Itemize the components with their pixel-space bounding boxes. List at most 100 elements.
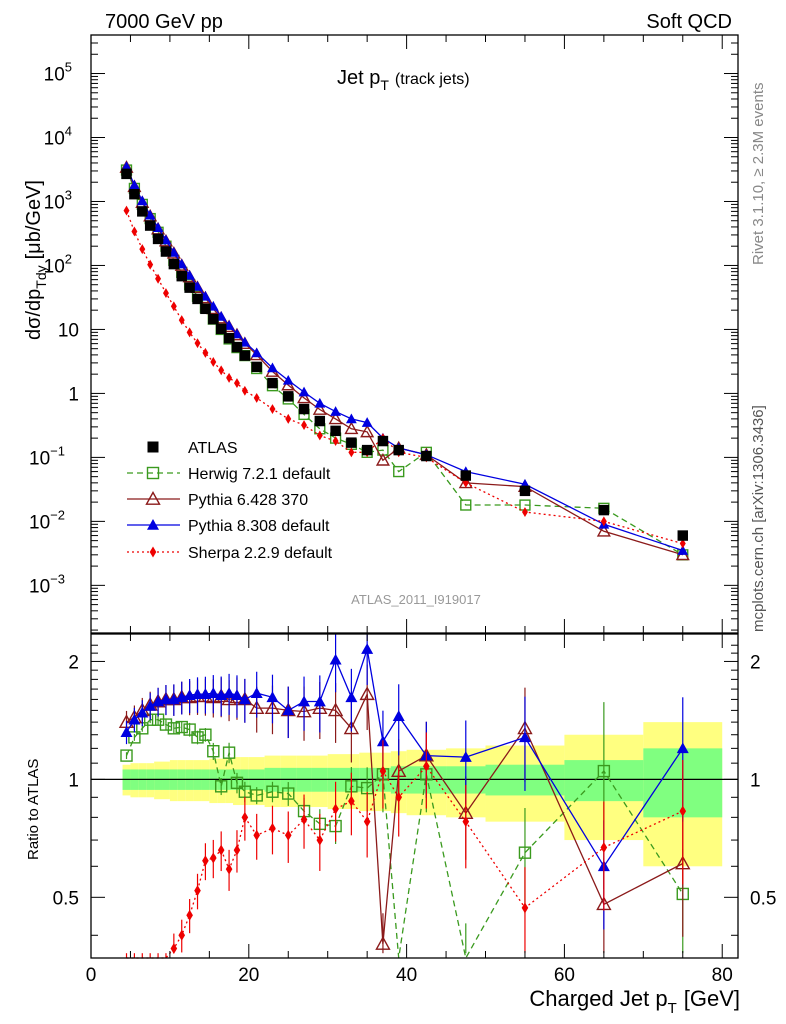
data-series (118, 160, 691, 960)
ratio-point (361, 643, 374, 654)
ylabel-main: dσ/dp (23, 289, 45, 340)
data-point (312, 402, 327, 415)
legend-marker (149, 546, 157, 558)
data-point (162, 288, 169, 299)
data-point (460, 470, 472, 481)
ratio-point (191, 731, 204, 744)
data-point (298, 386, 310, 397)
ratio-point (363, 816, 371, 828)
data-point (298, 403, 310, 415)
ratio-point (253, 829, 260, 841)
data-point (186, 327, 193, 338)
data-point (296, 390, 312, 404)
ratio-point (222, 746, 236, 759)
upper-y-axis-title: dσ/dpTdy [μb/GeV] (23, 180, 49, 340)
ratio-point (214, 780, 228, 793)
data-point (192, 293, 203, 305)
legend-label: Herwig 7.2.1 default (188, 466, 331, 483)
data-point (600, 516, 607, 527)
data-point (121, 161, 132, 171)
data-point (316, 430, 323, 441)
ratio-y-tick-label-left: 0.5 (53, 888, 79, 909)
process-label: Soft QCD (646, 11, 732, 33)
ratio-point (207, 687, 220, 698)
data-point (160, 246, 172, 257)
ratio-point (316, 834, 324, 846)
data-point (598, 504, 610, 516)
upper-y-tick-label: 10−1 (29, 443, 65, 469)
ratio-point (230, 776, 244, 790)
data-point (330, 406, 341, 416)
ratio-point (120, 726, 133, 737)
data-point (314, 397, 326, 408)
legend-label: Pythia 6.428 370 (188, 492, 308, 509)
data-point (147, 259, 154, 270)
data-point (462, 477, 469, 488)
legend-label: Sherpa 2.2.9 default (188, 545, 333, 562)
legend-item-pythia-8-308-default: Pythia 8.308 default (127, 518, 330, 535)
ratio-point (225, 863, 233, 875)
xlabel-sub: T (668, 1000, 677, 1017)
ratio-point (191, 688, 204, 699)
legend-item-sherpa-2-2-9-default: Sherpa 2.2.9 default (127, 545, 333, 562)
data-point (679, 538, 686, 549)
ratio-point (679, 805, 687, 817)
ratio-point (298, 695, 311, 707)
data-point (328, 411, 343, 425)
ratio-point (241, 811, 249, 823)
plot-title-note: (track jets) (395, 71, 470, 88)
data-point (202, 347, 209, 358)
x-tick-label: 20 (238, 965, 259, 986)
data-point (200, 303, 211, 315)
uncertainty-bands (91, 722, 738, 867)
ratio-point (459, 751, 472, 762)
ratio-point (159, 693, 172, 705)
ratio-point (202, 855, 209, 867)
upper-y-tick-label: 10−2 (29, 507, 65, 533)
data-point (121, 168, 132, 180)
legend: ATLAS Herwig 7.2.1 default Pythia 6.428 37… (127, 440, 333, 562)
x-tick-label: 40 (396, 965, 417, 986)
data-point (677, 545, 689, 555)
ratio-point (266, 691, 279, 703)
legend-marker (146, 466, 160, 480)
data-point (253, 392, 260, 403)
ylabel-main-sub: Tdy (33, 265, 49, 288)
ratio-point (332, 803, 339, 815)
upper-y-tick-label: 1 (68, 384, 79, 405)
ratio-y-tick-label-right: 1 (750, 770, 761, 791)
upper-frame (90, 34, 739, 634)
ratio-point (199, 728, 212, 741)
upper-y-tick-label: 104 (44, 123, 72, 149)
data-point (251, 347, 263, 358)
upper-y-tick-label: 10 (58, 320, 79, 341)
ratio-point (209, 852, 217, 864)
data-point (233, 378, 240, 389)
ratio-point (300, 813, 308, 825)
data-point (139, 244, 146, 255)
ratio-y-tick-label-right: 2 (750, 652, 761, 673)
data-point (184, 282, 195, 293)
ratio-point (379, 765, 387, 777)
data-point (332, 436, 339, 447)
data-point (128, 179, 140, 190)
ratio-point (120, 749, 133, 762)
data-point (218, 365, 225, 376)
series-atlas (121, 168, 688, 541)
ratio-point (175, 720, 188, 734)
data-point (152, 233, 164, 245)
data-point (344, 421, 359, 435)
x-tick-label: 80 (712, 965, 733, 986)
ratio-point (128, 713, 141, 725)
ratio-y-axis-title: Ratio to ATLAS (25, 759, 42, 860)
ratio-point (178, 929, 186, 941)
data-point (178, 315, 185, 326)
data-point (393, 465, 405, 478)
ratio-frame (90, 633, 739, 959)
upper-y-tick-label: 103 (44, 187, 72, 213)
data-point (285, 413, 292, 424)
ratio-point (186, 909, 193, 921)
data-point (170, 301, 177, 312)
